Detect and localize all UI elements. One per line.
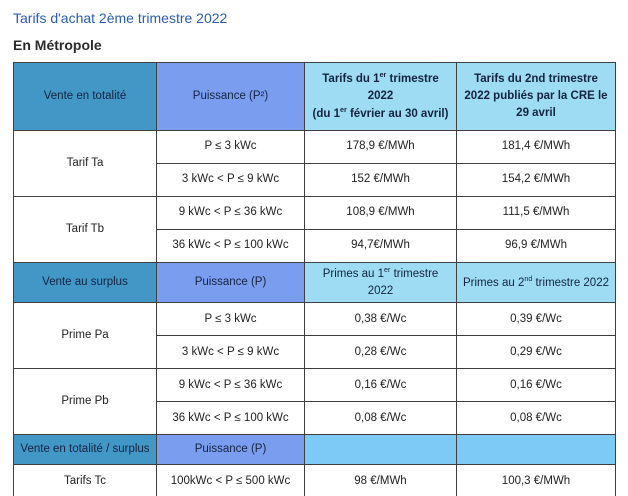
tariff-value-cell: 108,9 €/MWh <box>304 196 457 230</box>
header-cell-empty-t1 <box>304 434 457 466</box>
header-cell-vente-totalite: Vente en totalité <box>13 62 157 131</box>
group-label-prime-pb: Prime Pb <box>13 368 157 436</box>
power-range-cell: 36 kWc < P ≤ 100 kWc <box>156 229 305 263</box>
table-row: Tarif Ta P ≤ 3 kWc 178,9 €/MWh 181,4 €/M… <box>13 130 616 197</box>
prime-value-cell: 0,28 €/Wc <box>304 335 457 370</box>
prime-value-cell: 0,16 €/Wc <box>304 368 457 403</box>
header-cell-empty-t2 <box>456 434 616 466</box>
table-header-row-main: Vente en totalité Puissance (P²) Tarifs … <box>13 62 616 131</box>
power-range-cell: 9 kWc < P ≤ 36 kWc <box>156 368 305 403</box>
table-row: 36 kWc < P ≤ 100 kWc 94,7€/MWh 96,9 €/MW… <box>14 229 616 263</box>
power-range-cell: 100kWc < P ≤ 500 kWc <box>156 464 305 496</box>
table-row: Tarifs Tc 100kWc < P ≤ 500 kWc 98 €/MWh … <box>13 464 616 496</box>
header-cell-tarifs-t1: Tarifs du 1er trimestre 2022 (du 1er févr… <box>304 62 457 131</box>
header-cell-vente-surplus: Vente au surplus <box>13 261 157 304</box>
group-label-tarifs-tc: Tarifs Tc <box>13 464 157 496</box>
power-range-cell: P ≤ 3 kWc <box>156 302 305 337</box>
tariff-value-cell: 98 €/MWh <box>304 464 457 496</box>
tariff-value-cell: 152 €/MWh <box>304 163 457 197</box>
group-label-prime-pa: Prime Pa <box>13 302 157 370</box>
table-header-row-totalite-surplus: Vente en totalité / surplus Puissance (P… <box>13 434 616 466</box>
header-cell-tarifs-t2: Tarifs du 2nd trimestre 2022 publiés par… <box>456 62 616 131</box>
power-range-cell: 3 kWc < P ≤ 9 kWc <box>156 335 305 370</box>
header-cell-puissance-p: Puissance (P) <box>156 261 305 304</box>
header-cell-vente-totalite-surplus: Vente en totalité / surplus <box>13 434 157 466</box>
tariff-value-cell: 178,9 €/MWh <box>304 130 457 164</box>
power-range-cell: 36 kWc < P ≤ 100 kWc <box>156 401 305 436</box>
table-row: 3 kWc < P ≤ 9 kWc 0,28 €/Wc 0,29 €/Wc <box>14 335 616 370</box>
header-cell-primes-t2: Primes au 2nd trimestre 2022 <box>456 261 616 304</box>
tariff-table: Vente en totalité Puissance (P²) Tarifs … <box>13 62 616 496</box>
table-row: Prime Pa P ≤ 3 kWc 0,38 €/Wc 0,39 €/Wc <box>13 302 616 370</box>
prime-value-cell: 0,38 €/Wc <box>304 302 457 337</box>
table-row: 36 kWc < P ≤ 100 kWc 0,08 €/Wc 0,08 €/Wc <box>14 401 616 436</box>
prime-value-cell: 0,16 €/Wc <box>456 368 616 403</box>
table-header-row-surplus: Vente au surplus Puissance (P) Primes au… <box>13 261 616 304</box>
tariff-value-cell: 111,5 €/MWh <box>456 196 616 230</box>
tariff-value-cell: 181,4 €/MWh <box>456 130 616 164</box>
power-range-cell: 9 kWc < P ≤ 36 kWc <box>156 196 305 230</box>
page-title: Tarifs d'achat 2ème trimestre 2022 <box>13 10 228 26</box>
prime-value-cell: 0,29 €/Wc <box>456 335 616 370</box>
header-cell-primes-t1: Primes au 1er trimestre 2022 <box>304 261 457 304</box>
prime-value-cell: 0,08 €/Wc <box>456 401 616 436</box>
header-cell-puissance-p2: Puissance (P²) <box>156 62 305 131</box>
header-cell-puissance-p-tc: Puissance (P) <box>156 434 305 466</box>
prime-value-cell: 0,39 €/Wc <box>456 302 616 337</box>
page-subtitle: En Métropole <box>13 37 102 53</box>
tariff-value-cell: 96,9 €/MWh <box>456 229 616 263</box>
table-row: Tarif Tb 9 kWc < P ≤ 36 kWc 108,9 €/MWh … <box>13 196 616 263</box>
table-row: Prime Pb 9 kWc < P ≤ 36 kWc 0,16 €/Wc 0,… <box>13 368 616 436</box>
tariff-value-cell: 100,3 €/MWh <box>456 464 616 496</box>
prime-value-cell: 0,08 €/Wc <box>304 401 457 436</box>
group-label-tarif-tb: Tarif Tb <box>13 196 157 263</box>
group-label-tarif-ta: Tarif Ta <box>13 130 157 197</box>
power-range-cell: 3 kWc < P ≤ 9 kWc <box>156 163 305 197</box>
tariff-value-cell: 154,2 €/MWh <box>456 163 616 197</box>
table-row: 3 kWc < P ≤ 9 kWc 152 €/MWh 154,2 €/MWh <box>14 163 616 197</box>
tariff-value-cell: 94,7€/MWh <box>304 229 457 263</box>
power-range-cell: P ≤ 3 kWc <box>156 130 305 164</box>
